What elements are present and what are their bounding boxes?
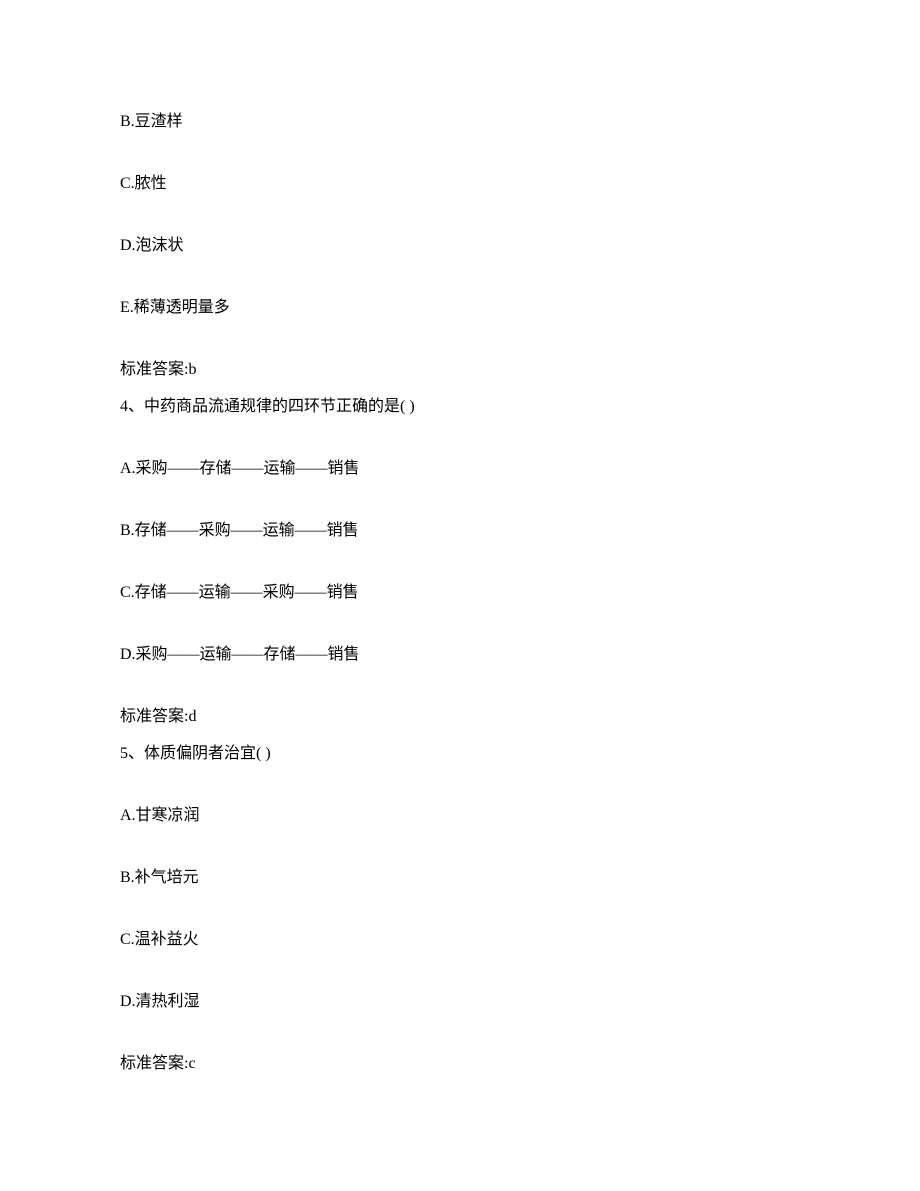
q4-option-c: C.存储——运输——采购——销售 <box>120 581 800 605</box>
q4-option-a: A.采购——存储——运输——销售 <box>120 457 800 481</box>
q4-option-b: B.存储——采购——运输——销售 <box>120 519 800 543</box>
q3-option-d: D.泡沫状 <box>120 234 800 258</box>
q4-answer: 标准答案:d <box>120 705 800 729</box>
q5-stem: 5、体质偏阴者治宜( ) <box>120 742 800 766</box>
q3-answer: 标准答案:b <box>120 358 800 382</box>
q5-option-c: C.温补益火 <box>120 928 800 952</box>
q5-option-d: D.清热利湿 <box>120 990 800 1014</box>
q3-option-b: B.豆渣样 <box>120 110 800 134</box>
q4-option-d: D.采购——运输——存储——销售 <box>120 643 800 667</box>
q5-option-a: A.甘寒凉润 <box>120 804 800 828</box>
q3-option-e: E.稀薄透明量多 <box>120 296 800 320</box>
q5-option-b: B.补气培元 <box>120 866 800 890</box>
q4-stem: 4、中药商品流通规律的四环节正确的是( ) <box>120 395 800 419</box>
q3-option-c: C.脓性 <box>120 172 800 196</box>
q5-answer: 标准答案:c <box>120 1052 800 1076</box>
